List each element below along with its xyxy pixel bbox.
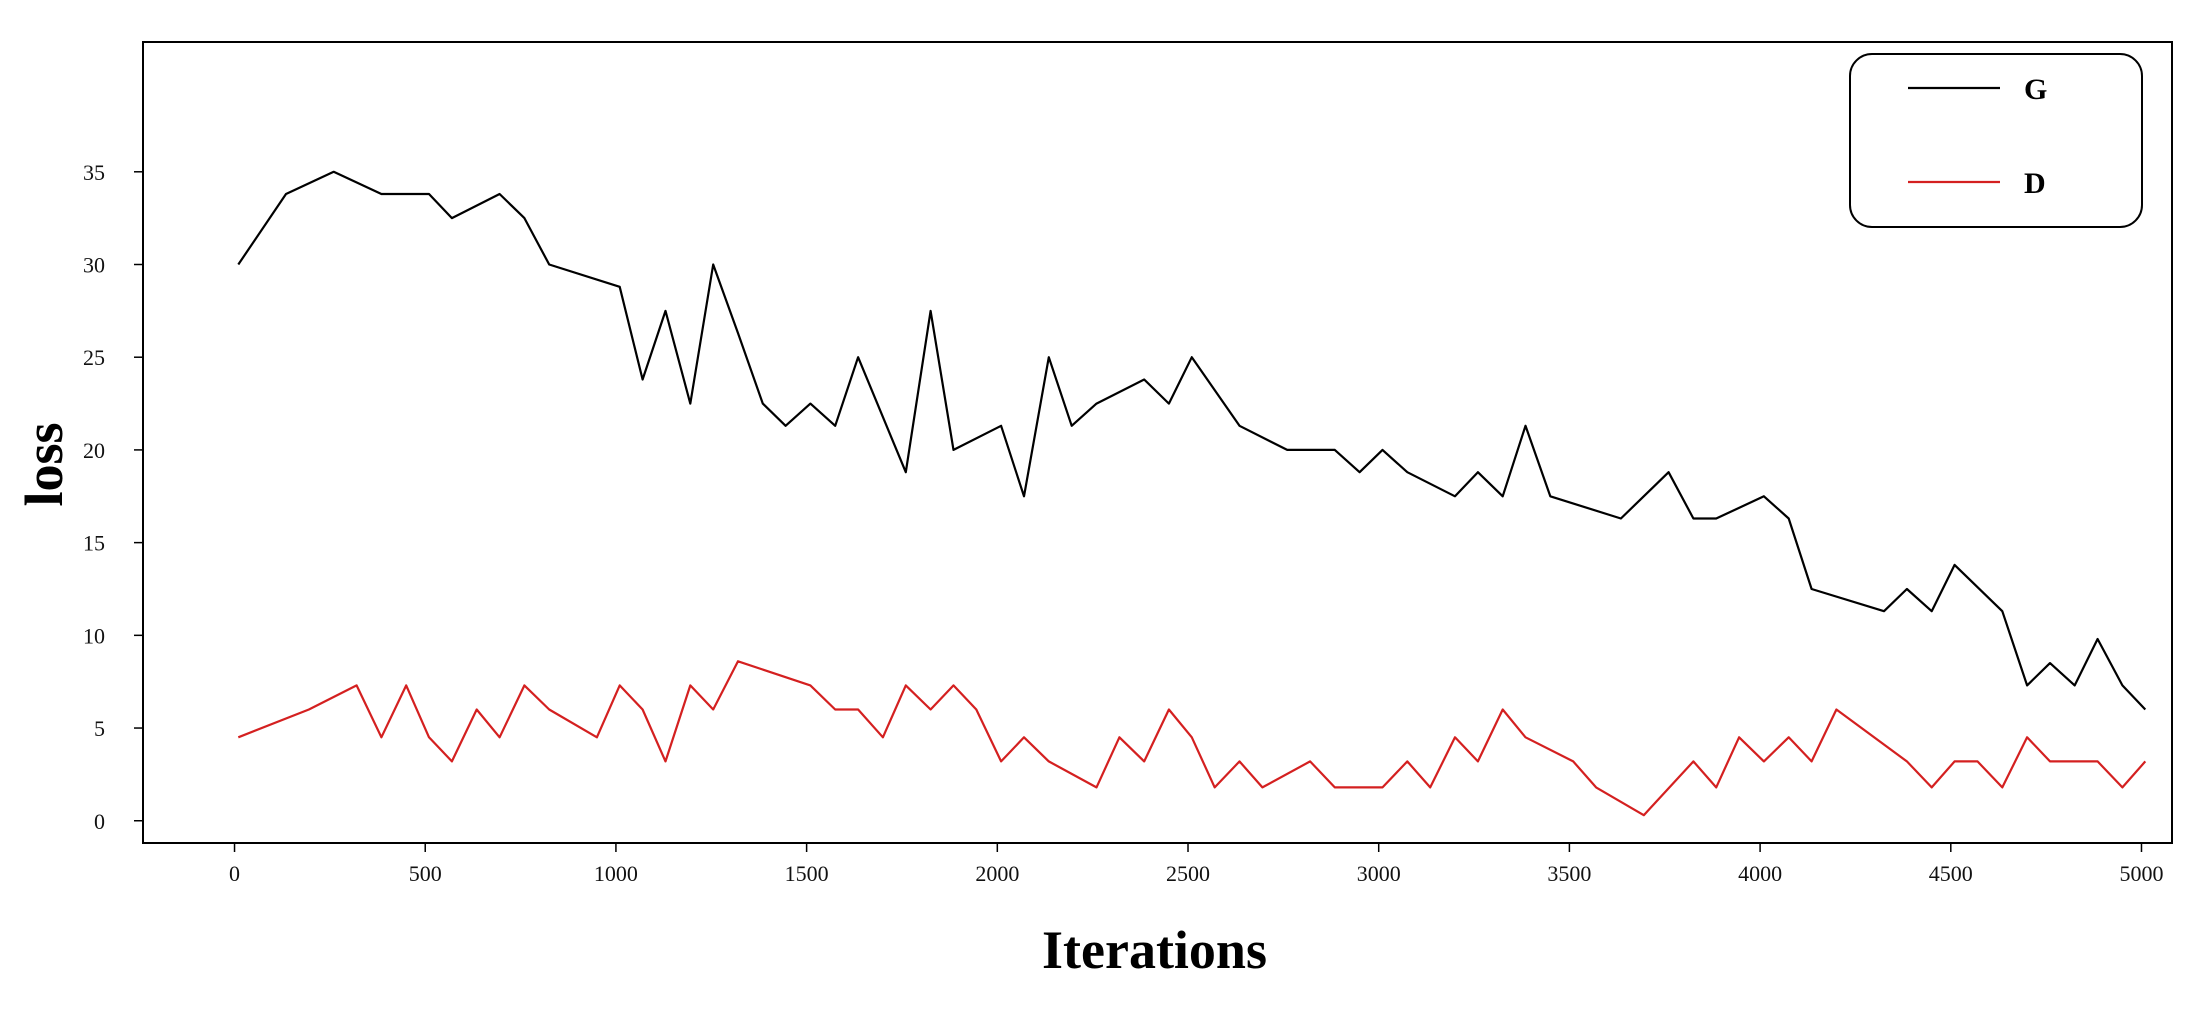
plot-area (142, 41, 2173, 844)
series-line-D (237, 660, 2147, 817)
x-tick-label: 3500 (1547, 861, 1591, 886)
y-tick-label: 15 (83, 531, 105, 556)
y-tick-label: 0 (94, 809, 105, 834)
legend: GD (1849, 53, 2143, 228)
series-layer (237, 170, 2147, 817)
series-line-G (237, 170, 2147, 711)
x-tick-label: 3000 (1357, 861, 1401, 886)
legend-label-G: G (2024, 73, 2047, 106)
x-tick-label: 1000 (594, 861, 638, 886)
y-tick-label: 30 (83, 253, 105, 278)
x-tick-label: 2000 (975, 861, 1019, 886)
x-tick-label: 500 (409, 861, 442, 886)
y-axis-ticks: 0 5 10 15 20 25 30 35 (83, 160, 143, 834)
x-axis-title: Iterations (1042, 920, 1267, 980)
x-tick-label: 1500 (785, 861, 829, 886)
y-tick-label: 35 (83, 160, 105, 185)
x-tick-label: 0 (229, 861, 240, 886)
y-tick-label: 20 (83, 438, 105, 463)
x-axis-ticks: 0 500 1000 1500 2000 2500 3000 3500 4000 4500 5000 (229, 843, 2163, 886)
x-tick-label: 5000 (2119, 861, 2163, 886)
x-tick-label: 2500 (1166, 861, 1210, 886)
y-tick-label: 10 (83, 623, 105, 648)
y-axis-title: loss (14, 422, 74, 506)
x-tick-label: 4500 (1929, 861, 1973, 886)
y-tick-label: 5 (94, 716, 105, 741)
legend-box (1849, 53, 2143, 228)
x-tick-label: 4000 (1738, 861, 1782, 886)
y-tick-label: 25 (83, 345, 105, 370)
legend-label-D: D (2024, 167, 2046, 200)
